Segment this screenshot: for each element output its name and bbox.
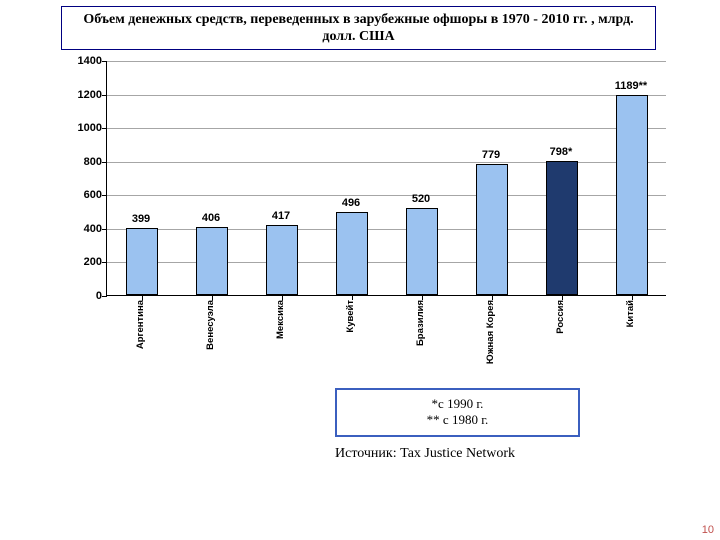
y-tick-mark: [102, 195, 107, 196]
x-tick-label: Россия: [555, 300, 566, 334]
bar-value-label: 520: [412, 193, 430, 205]
bar-value-label: 399: [132, 213, 150, 225]
grid-line: [107, 95, 666, 96]
bar-value-label: 779: [482, 149, 500, 161]
bar: [406, 208, 438, 295]
y-tick-label: 1000: [60, 122, 102, 134]
plot-region: [106, 61, 666, 296]
x-tick-label: Бразилия: [415, 300, 426, 346]
footnote-line-2: ** с 1980 г.: [337, 412, 578, 428]
source-value: Tax Justice Network: [400, 446, 515, 461]
y-tick-mark: [102, 296, 107, 297]
footnote-box: *с 1990 г. ** с 1980 г.: [335, 388, 580, 437]
bar-value-label: 496: [342, 197, 360, 209]
page-number: 10: [702, 524, 714, 536]
y-tick-mark: [102, 162, 107, 163]
y-tick-label: 1200: [60, 89, 102, 101]
x-tick-label: Мексика: [275, 300, 286, 339]
grid-line: [107, 195, 666, 196]
bar-value-label: 406: [202, 212, 220, 224]
x-tick-label: Китай: [625, 300, 636, 327]
bar-value-label: 1189**: [615, 80, 647, 92]
y-tick-label: 600: [60, 189, 102, 201]
x-tick-label: Венесуэла: [205, 300, 216, 350]
y-tick-label: 0: [60, 290, 102, 302]
source-line: Источник: Tax Justice Network: [335, 446, 645, 462]
grid-line: [107, 229, 666, 230]
y-tick-label: 1400: [60, 55, 102, 67]
bar: [546, 161, 578, 295]
y-tick-mark: [102, 229, 107, 230]
y-tick-label: 400: [60, 223, 102, 235]
x-tick-label: Кувейт: [345, 300, 356, 333]
y-tick-mark: [102, 128, 107, 129]
y-tick-mark: [102, 262, 107, 263]
chart-title: Объем денежных средств, переведенных в з…: [68, 11, 649, 46]
source-label: Источник:: [335, 446, 397, 461]
bar-value-label: 798*: [550, 146, 573, 158]
bar-value-label: 417: [272, 210, 290, 222]
y-tick-mark: [102, 61, 107, 62]
x-tick-label: Южная Корея: [485, 300, 496, 364]
grid-line: [107, 162, 666, 163]
bar: [266, 225, 298, 295]
footnote-line-1: *с 1990 г.: [337, 396, 578, 412]
y-tick-label: 200: [60, 256, 102, 268]
y-tick-mark: [102, 95, 107, 96]
bar: [336, 212, 368, 295]
bar: [196, 227, 228, 295]
grid-line: [107, 61, 666, 62]
chart-area: 0 200 400 600 800 1000 1200 1400 399 Аргентина 406…: [60, 56, 680, 356]
chart-title-box: Объем денежных средств, переведенных в з…: [61, 6, 656, 50]
bar: [126, 228, 158, 295]
y-tick-label: 800: [60, 156, 102, 168]
grid-line: [107, 262, 666, 263]
grid-line: [107, 128, 666, 129]
bar: [476, 164, 508, 295]
x-tick-label: Аргентина: [135, 300, 146, 349]
bar: [616, 95, 648, 295]
